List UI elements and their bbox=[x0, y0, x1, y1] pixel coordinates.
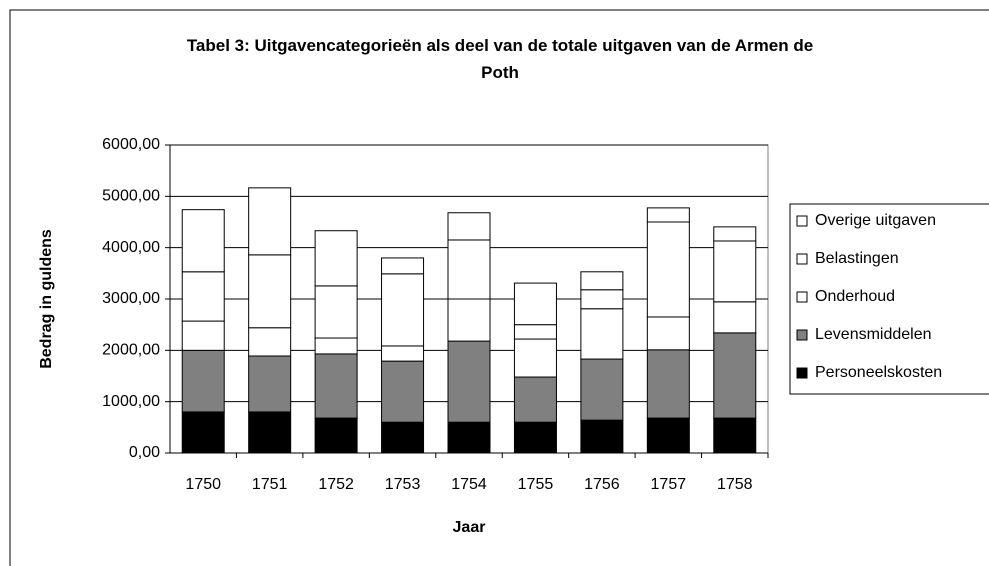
bar-segment bbox=[314, 230, 358, 287]
bar-segment bbox=[580, 419, 624, 454]
bar-segment bbox=[713, 417, 757, 454]
bar-segment bbox=[381, 421, 425, 454]
x-tick-label: 1752 bbox=[318, 476, 354, 493]
bar-segment bbox=[248, 327, 292, 357]
legend-label: Levensmiddelen bbox=[815, 326, 932, 343]
bar-segment bbox=[580, 289, 624, 310]
bar-segment bbox=[646, 417, 690, 454]
bar-segment bbox=[713, 240, 757, 303]
bar-segment bbox=[447, 421, 491, 454]
y-tick-label: 5000,00 bbox=[102, 188, 160, 205]
bar-segment bbox=[248, 355, 292, 413]
y-axis-label: Bedrag in guldens bbox=[38, 229, 55, 369]
y-tick-label: 1000,00 bbox=[102, 393, 160, 410]
bar-segment bbox=[381, 360, 425, 423]
bar-segment bbox=[513, 338, 557, 378]
legend-swatch bbox=[796, 215, 808, 227]
bar-segment bbox=[646, 316, 690, 351]
chart-border bbox=[9, 9, 989, 566]
legend-swatch bbox=[796, 367, 808, 379]
bar-segment bbox=[181, 209, 225, 273]
bar-segment bbox=[381, 257, 425, 275]
x-tick-label: 1751 bbox=[252, 476, 288, 493]
x-tick-label: 1758 bbox=[717, 476, 753, 493]
bar-segment bbox=[513, 421, 557, 454]
bar-segment bbox=[181, 411, 225, 454]
bar-segment bbox=[513, 324, 557, 340]
bar-segment bbox=[181, 271, 225, 322]
bar-segment bbox=[248, 254, 292, 329]
bar-segment bbox=[513, 376, 557, 423]
legend-label: Personeelskosten bbox=[815, 364, 942, 381]
chart-title: Tabel 3: Uitgavencategorieën als deel va… bbox=[186, 36, 814, 82]
bar-segment bbox=[314, 417, 358, 454]
bar-segment bbox=[447, 239, 491, 300]
bar-segment bbox=[181, 320, 225, 351]
y-tick-label: 6000,00 bbox=[102, 136, 160, 153]
legend-label: Onderhoud bbox=[815, 288, 895, 305]
legend-swatch bbox=[796, 253, 808, 265]
y-tick-label: 2000,00 bbox=[102, 342, 160, 359]
x-tick-label: 1750 bbox=[185, 476, 221, 493]
bar-segment bbox=[447, 298, 491, 342]
legend-label: Overige uitgaven bbox=[815, 212, 936, 229]
y-tick-label: 4000,00 bbox=[102, 239, 160, 256]
bar-segment bbox=[314, 285, 358, 339]
y-tick-label: 0,00 bbox=[129, 444, 160, 461]
y-tick-label: 3000,00 bbox=[102, 290, 160, 307]
bar-segment bbox=[314, 337, 358, 355]
bar-segment bbox=[447, 212, 491, 241]
bar-segment bbox=[447, 340, 491, 423]
legend-box bbox=[789, 203, 989, 395]
x-tick-label: 1755 bbox=[518, 476, 554, 493]
bar-segment bbox=[580, 271, 624, 291]
bar-segment bbox=[646, 207, 690, 223]
bar-segment bbox=[314, 353, 358, 419]
bar-segment bbox=[646, 349, 690, 419]
bar-segment bbox=[248, 411, 292, 454]
legend-swatch bbox=[796, 329, 808, 341]
bar-segment bbox=[580, 358, 624, 421]
legend-label: Belastingen bbox=[815, 250, 899, 267]
x-axis-label: Jaar bbox=[453, 519, 486, 536]
bar-segment bbox=[580, 308, 624, 360]
bar-segment bbox=[181, 349, 225, 413]
bar-segment bbox=[381, 273, 425, 347]
x-tick-label: 1754 bbox=[451, 476, 487, 493]
x-tick-label: 1756 bbox=[584, 476, 620, 493]
bar-segment bbox=[646, 221, 690, 318]
bar-segment bbox=[713, 332, 757, 419]
bar-segment bbox=[248, 187, 292, 256]
x-tick-label: 1757 bbox=[651, 476, 687, 493]
bar-segment bbox=[713, 226, 757, 242]
bar-segment bbox=[713, 301, 757, 334]
bar-segment bbox=[513, 282, 557, 326]
bar-segment bbox=[381, 345, 425, 362]
legend-swatch bbox=[796, 291, 808, 303]
x-tick-label: 1753 bbox=[385, 476, 421, 493]
